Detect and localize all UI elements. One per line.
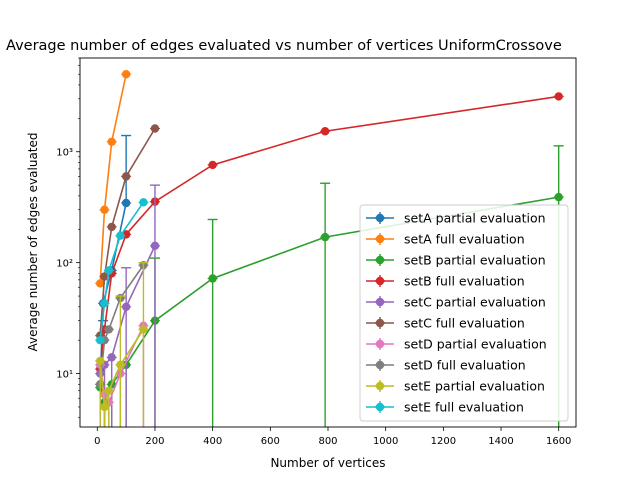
- legend-item: setC partial evaluation: [366, 295, 546, 310]
- y-axis-label: Average number of edges evaluated: [26, 132, 40, 351]
- legend-marker: [375, 297, 385, 307]
- x-tick-label: 1400: [488, 436, 513, 447]
- series-8: [95, 261, 149, 427]
- data-point: [100, 299, 109, 308]
- legend-item: setA full evaluation: [366, 232, 525, 247]
- legend-item: setB full evaluation: [366, 274, 525, 289]
- y-tick-label: 10¹: [56, 370, 73, 381]
- data-point: [116, 231, 125, 240]
- legend: setA partial evaluation setA full evaluat…: [359, 204, 569, 422]
- data-point: [320, 232, 330, 242]
- legend-marker: [375, 213, 385, 223]
- data-point: [121, 172, 131, 181]
- legend-label: setC full evaluation: [404, 316, 525, 331]
- legend-marker: [375, 318, 385, 328]
- data-point: [150, 241, 160, 250]
- data-point: [121, 70, 131, 79]
- data-point: [95, 335, 105, 345]
- x-tick-label: 0: [94, 436, 100, 447]
- data-point: [554, 92, 563, 101]
- data-point: [100, 272, 109, 281]
- legend-item: setE full evaluation: [366, 400, 524, 415]
- legend-item: setD full evaluation: [366, 358, 526, 373]
- series-line: [99, 95, 559, 370]
- legend-box: [359, 204, 569, 422]
- data-point: [100, 205, 109, 214]
- data-point: [121, 302, 131, 312]
- x-tick-label: 600: [261, 436, 280, 447]
- series-9: [95, 198, 149, 345]
- data-point: [554, 192, 563, 202]
- data-point: [104, 386, 114, 395]
- legend-item: setA partial evaluation: [366, 211, 546, 226]
- x-axis: 0 200 400 600 800 1000 1200 1400 1600: [94, 427, 571, 447]
- data-point: [208, 274, 217, 283]
- legend-item: setD partial evaluation: [366, 337, 547, 352]
- x-tick-label: 1600: [546, 436, 571, 447]
- series-line: [99, 74, 127, 284]
- x-tick-label: 200: [145, 436, 164, 447]
- legend-label: setE full evaluation: [404, 400, 524, 415]
- legend-marker: [375, 381, 385, 391]
- legend-label: setB full evaluation: [404, 274, 525, 289]
- legend-marker: [375, 255, 385, 265]
- legend-marker: [375, 339, 385, 349]
- legend-item: setC full evaluation: [366, 316, 525, 331]
- data-point: [320, 127, 330, 136]
- legend-label: setD full evaluation: [404, 358, 526, 373]
- data-point: [139, 198, 148, 207]
- legend-marker: [375, 276, 385, 286]
- y-axis: 10¹ 10² 10³: [56, 57, 80, 419]
- legend-marker: [375, 234, 385, 244]
- legend-item: setE partial evaluation: [366, 379, 545, 394]
- y-tick-label: 10³: [56, 148, 73, 159]
- data-point: [107, 353, 116, 362]
- data-point: [121, 198, 131, 208]
- x-tick-label: 1000: [373, 436, 398, 447]
- data-point: [104, 266, 114, 275]
- legend-item: setB partial evaluation: [366, 253, 546, 268]
- data-point: [107, 137, 116, 146]
- plot-area: [95, 70, 564, 427]
- legend-label: setD partial evaluation: [404, 337, 547, 352]
- data-point: [116, 360, 125, 370]
- legend-label: setE partial evaluation: [404, 379, 545, 394]
- data-point: [100, 402, 109, 412]
- chart-title: Average number of edges evaluated vs num…: [6, 38, 562, 54]
- legend-label: setA partial evaluation: [404, 211, 546, 226]
- x-tick-label: 400: [203, 436, 222, 447]
- data-point: [208, 160, 217, 170]
- data-point: [95, 279, 105, 288]
- data-point: [150, 124, 160, 133]
- data-point: [95, 356, 105, 366]
- x-axis-label: Number of vertices: [270, 456, 385, 470]
- data-point: [139, 325, 148, 334]
- legend-label: setA full evaluation: [404, 232, 525, 247]
- y-tick-label: 10²: [56, 259, 73, 270]
- data-point: [104, 325, 114, 334]
- legend-label: setB partial evaluation: [404, 253, 546, 268]
- legend-marker: [375, 360, 385, 370]
- x-tick-label: 1200: [431, 436, 456, 447]
- x-tick-label: 800: [318, 436, 337, 447]
- legend-label: setC partial evaluation: [404, 295, 546, 310]
- legend-marker: [375, 402, 385, 412]
- data-point: [107, 222, 116, 232]
